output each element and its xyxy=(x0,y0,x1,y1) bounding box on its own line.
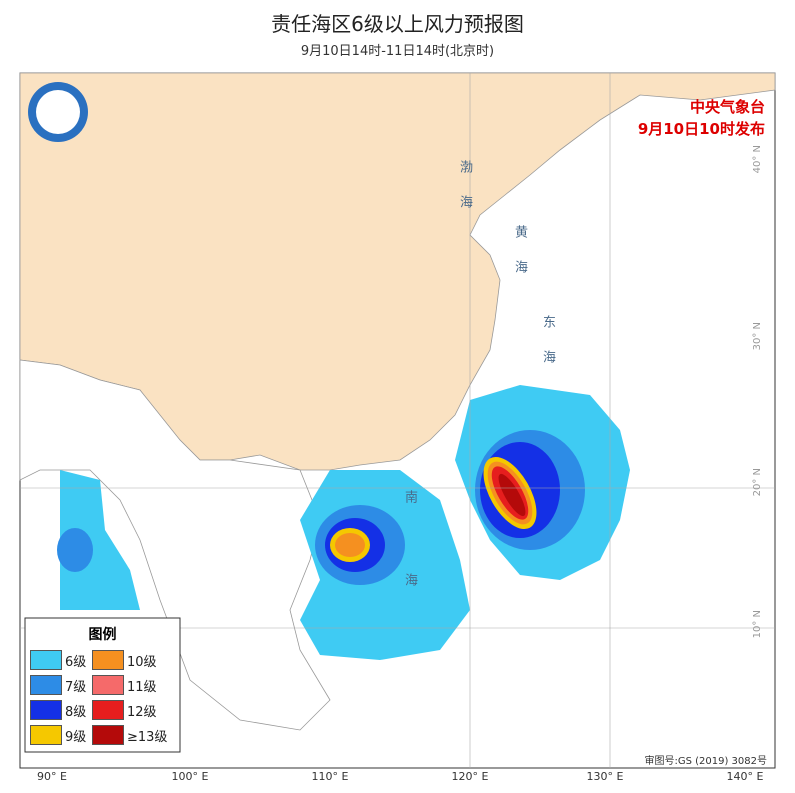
lon-label: 110° E xyxy=(311,770,349,783)
legend-label: ≥13级 xyxy=(127,730,168,745)
lat-label: 30° N xyxy=(752,322,763,351)
legend-swatch xyxy=(92,700,124,720)
legend-swatch xyxy=(92,675,124,695)
lon-label: 140° E xyxy=(726,770,764,783)
wind-13 xyxy=(498,473,526,517)
lon-label: 100° E xyxy=(171,770,209,783)
legend-label: 11级 xyxy=(127,680,157,695)
sea-label: 南海 xyxy=(402,490,417,656)
sea-label: 渤海 xyxy=(457,160,472,230)
legend-label: 12级 xyxy=(127,705,157,720)
logo-inner xyxy=(36,90,80,134)
legend-swatch xyxy=(92,725,124,745)
sea-label: 东海 xyxy=(540,315,555,385)
subtitle: 9月10日14时-11日14时(北京时) xyxy=(300,44,495,59)
legend-label: 8级 xyxy=(65,705,87,720)
legend-label: 6级 xyxy=(65,655,87,670)
legend-swatch xyxy=(30,700,62,720)
legend-swatch xyxy=(30,650,62,670)
legend-swatch xyxy=(92,650,124,670)
legend-swatch xyxy=(30,675,62,695)
lon-label: 130° E xyxy=(586,770,624,783)
legend-label: 7级 xyxy=(65,680,87,695)
issuer: 中央气象台 xyxy=(689,98,765,116)
approval: 审图号:GS (2019) 3082号 xyxy=(644,756,767,767)
wind-areas xyxy=(57,385,630,660)
lat-label: 20° N xyxy=(752,468,763,497)
legend-label: 10级 xyxy=(127,655,157,670)
wind-10 xyxy=(335,533,365,557)
legend-title: 图例 xyxy=(88,627,117,643)
issue-time: 9月10日10时发布 xyxy=(637,120,765,138)
legend-label: 9级 xyxy=(65,730,87,745)
wind-7 xyxy=(57,528,93,572)
lat-label: 10° N xyxy=(752,610,763,639)
lon-label: 90° E xyxy=(37,770,67,783)
legend-swatch xyxy=(30,725,62,745)
sea-label: 黄海 xyxy=(512,225,527,295)
indochina xyxy=(19,359,331,731)
lat-label: 40° N xyxy=(752,145,763,174)
title: 责任海区6级以上风力预报图 xyxy=(271,12,524,36)
wind-6 xyxy=(60,470,140,610)
lon-label: 120° E xyxy=(451,770,489,783)
